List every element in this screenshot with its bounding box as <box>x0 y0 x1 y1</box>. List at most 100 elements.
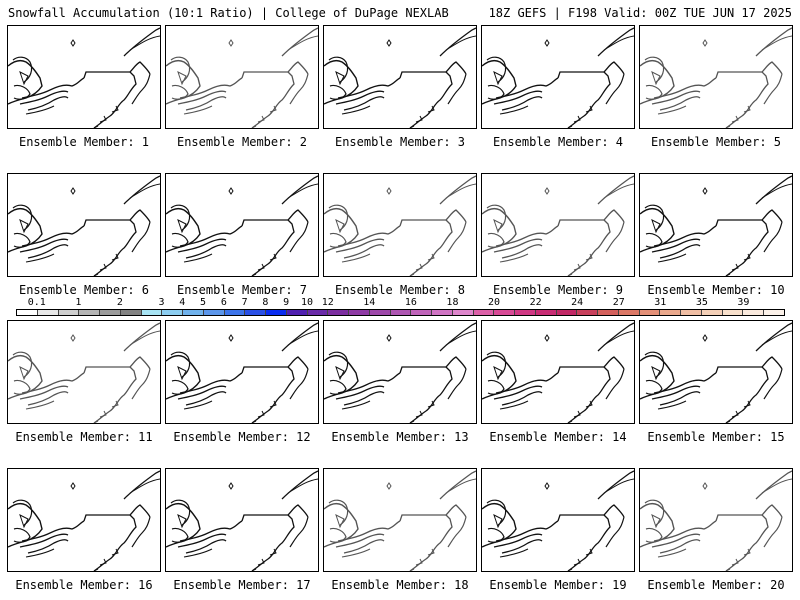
ensemble-panel-15 <box>639 320 793 424</box>
colorbar-swatch <box>100 310 121 315</box>
colorbar-tick-label: 35 <box>695 297 708 308</box>
ensemble-panel-14 <box>481 320 635 424</box>
ensemble-panel-18 <box>323 468 477 572</box>
coastline-map <box>640 470 792 571</box>
colorbar-swatch <box>764 310 784 315</box>
colorbar-swatch <box>224 310 246 315</box>
colorbar-swatch <box>535 310 557 315</box>
colorbar-tick-label: 22 <box>529 297 542 308</box>
coastline-map <box>166 27 318 128</box>
colorbar-tick-label: 14 <box>363 297 376 308</box>
member-label-7: Ensemble Member: 7 <box>176 283 308 297</box>
ensemble-panel-2 <box>165 25 319 129</box>
valid-time: 18Z GEFS | F198 Valid: 00Z TUE JUN 17 20… <box>488 6 792 20</box>
member-label-17: Ensemble Member: 17 <box>173 578 311 592</box>
colorbar-swatch <box>432 310 453 315</box>
coastline-map <box>640 175 792 276</box>
coastline-map <box>324 322 476 423</box>
ensemble-panel-9 <box>481 173 635 277</box>
colorbar-swatch <box>722 310 744 315</box>
colorbar-tick-label: 9 <box>283 297 290 308</box>
colorbar-swatch <box>515 310 536 315</box>
ensemble-panel-16 <box>7 468 161 572</box>
coastline-map <box>482 322 634 423</box>
colorbar-swatch <box>203 310 225 315</box>
member-label-8: Ensemble Member: 8 <box>334 283 466 297</box>
colorbar-swatch <box>328 310 349 315</box>
colorbar-swatch <box>266 310 287 315</box>
colorbar-tick-label: 24 <box>571 297 584 308</box>
ensemble-panel-12 <box>165 320 319 424</box>
coastline-map <box>8 27 160 128</box>
colorbar-tick-label: 4 <box>179 297 186 308</box>
colorbar-tick-label: 1 <box>75 297 82 308</box>
coastline-map <box>166 470 318 571</box>
ensemble-panel-19 <box>481 468 635 572</box>
colorbar-swatch <box>307 310 329 315</box>
colorbar-swatch <box>162 310 183 315</box>
coastline-map <box>482 27 634 128</box>
colorbar-swatch <box>411 310 432 315</box>
coastline-map <box>482 470 634 571</box>
coastline-map <box>640 27 792 128</box>
ensemble-panel-5 <box>639 25 793 129</box>
coastline-map <box>166 175 318 276</box>
colorbar-tick-label: 16 <box>404 297 417 308</box>
coastline-map <box>482 175 634 276</box>
colorbar-swatch <box>577 310 598 315</box>
colorbar-tick-label: 0.1 <box>27 297 46 308</box>
ensemble-panel-10 <box>639 173 793 277</box>
colorbar-tick-label: 27 <box>612 297 625 308</box>
colorbar-tick-label: 10 <box>300 297 313 308</box>
colorbar-swatch <box>349 310 370 315</box>
member-label-19: Ensemble Member: 19 <box>489 578 627 592</box>
colorbar-swatch <box>37 310 59 315</box>
member-label-12: Ensemble Member: 12 <box>173 430 311 444</box>
ensemble-panel-8 <box>323 173 477 277</box>
coastline-map <box>324 27 476 128</box>
colorbar-swatch <box>639 310 661 315</box>
colorbar-swatch <box>556 310 578 315</box>
colorbar-swatch <box>598 310 619 315</box>
colorbar-swatch <box>120 310 142 315</box>
colorbar-tick-label: 12 <box>321 297 334 308</box>
ensemble-panel-4 <box>481 25 635 129</box>
colorbar-tick-label: 2 <box>116 297 123 308</box>
ensemble-panel-3 <box>323 25 477 129</box>
member-label-11: Ensemble Member: 11 <box>15 430 153 444</box>
ensemble-panel-7 <box>165 173 319 277</box>
member-label-4: Ensemble Member: 4 <box>492 135 624 149</box>
ensemble-panel-17 <box>165 468 319 572</box>
map-title: Snowfall Accumulation (10:1 Ratio) | Col… <box>8 6 449 20</box>
colorbar-swatch <box>369 310 391 315</box>
colorbar-swatch <box>618 310 640 315</box>
member-label-15: Ensemble Member: 15 <box>647 430 785 444</box>
coastline-map <box>8 175 160 276</box>
member-label-6: Ensemble Member: 6 <box>18 283 150 297</box>
colorbar-swatch <box>245 310 266 315</box>
colorbar-swatch <box>660 310 681 315</box>
colorbar-swatch <box>452 310 474 315</box>
ensemble-panel-13 <box>323 320 477 424</box>
member-label-9: Ensemble Member: 9 <box>492 283 624 297</box>
colorbar-tick-label: 39 <box>737 297 750 308</box>
member-label-2: Ensemble Member: 2 <box>176 135 308 149</box>
colorbar-tick-label: 18 <box>446 297 459 308</box>
snowfall-colorbar <box>16 309 785 316</box>
member-label-10: Ensemble Member: 10 <box>647 283 785 297</box>
ensemble-panel-20 <box>639 468 793 572</box>
member-label-20: Ensemble Member: 20 <box>647 578 785 592</box>
colorbar-tick-label: 5 <box>200 297 207 308</box>
colorbar-swatch <box>473 310 495 315</box>
colorbar-swatch <box>494 310 515 315</box>
coastline-map <box>8 322 160 423</box>
ensemble-panel-11 <box>7 320 161 424</box>
coastline-map <box>640 322 792 423</box>
colorbar-swatch <box>58 310 80 315</box>
member-label-14: Ensemble Member: 14 <box>489 430 627 444</box>
member-label-16: Ensemble Member: 16 <box>15 578 153 592</box>
member-label-5: Ensemble Member: 5 <box>650 135 782 149</box>
coastline-map <box>8 470 160 571</box>
colorbar-tick-label: 20 <box>487 297 501 308</box>
colorbar-swatch <box>701 310 723 315</box>
